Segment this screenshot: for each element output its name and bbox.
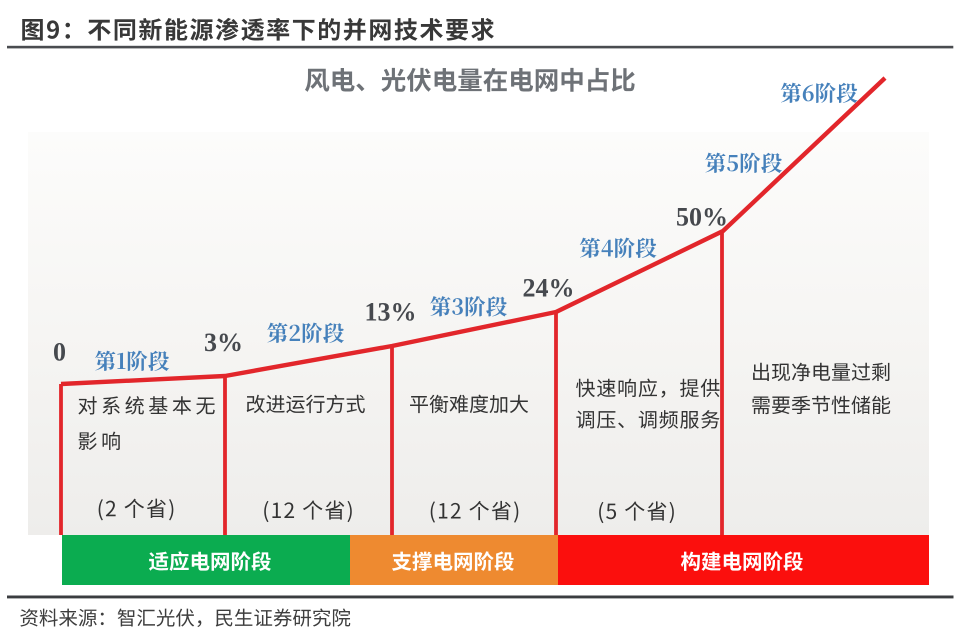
svg-text:50%: 50%: [676, 203, 728, 232]
svg-text:0: 0: [53, 338, 66, 367]
svg-text:3%: 3%: [204, 328, 243, 357]
svg-text:13%: 13%: [365, 298, 417, 327]
svg-text:24%: 24%: [523, 274, 575, 303]
